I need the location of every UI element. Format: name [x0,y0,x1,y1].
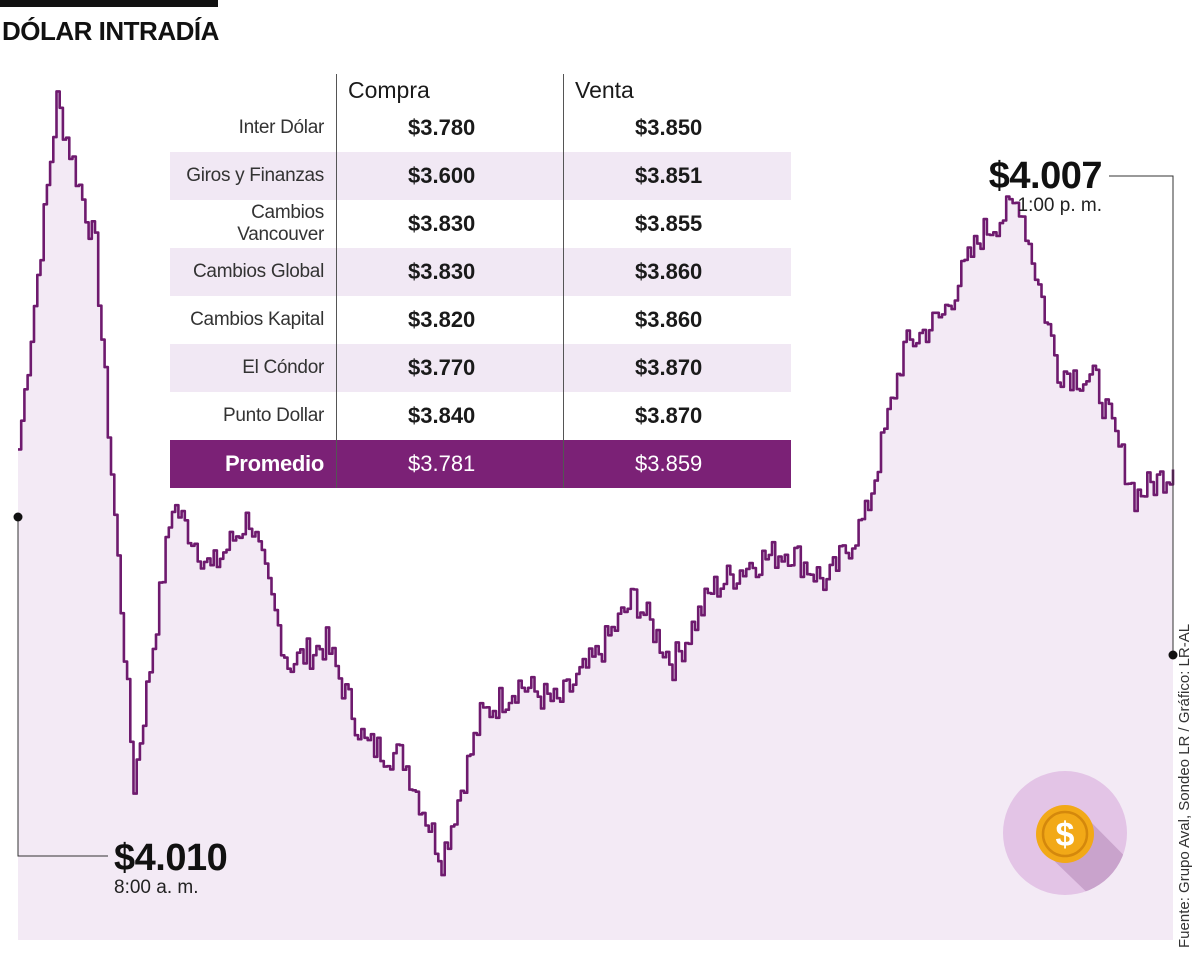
sell-value: $3.860 [635,259,703,284]
average-buy-value: $3.781 [408,451,476,476]
title-rule [0,0,218,7]
end-point-marker [1168,650,1178,660]
start-time: 8:00 a. m. [114,877,199,898]
header-buy: Compra [348,77,430,103]
end-leader-line [1109,175,1174,655]
buy-value: $3.770 [408,355,476,380]
buy-value: $3.780 [408,115,476,140]
sell-value: $3.870 [635,355,703,380]
exchange-name: Cambios Vancouver [237,202,324,245]
table-row: Cambios Kapital $3.820 $3.860 [170,296,791,344]
chart-title: DÓLAR INTRADÍA [2,16,219,46]
sell-value: $3.870 [635,403,703,428]
exchange-rates-table: Compra Venta Inter Dólar $3.780 $3.850 G… [170,74,791,488]
average-row: Promedio $3.781 $3.859 [170,440,791,488]
table-row: El Cóndor $3.770 $3.870 [170,344,791,392]
price-area [18,91,1173,940]
start-callout: $4.010 8:00 a. m. [114,837,228,898]
end-value: $4.007 [988,155,1103,197]
table-row: Cambios Vancouver $3.830 $3.855 [170,200,791,248]
exchange-name: Inter Dólar [238,117,325,138]
sell-value: $3.851 [635,163,703,188]
table-row: Giros y Finanzas $3.600 $3.851 [170,152,791,200]
sell-value: $3.855 [635,211,703,236]
exchange-name: Punto Dollar [223,405,324,426]
exchange-name: Cambios Global [193,261,324,282]
table-row: Cambios Global $3.830 $3.860 [170,248,791,296]
start-leader-line [17,517,108,857]
table-header: Compra Venta [170,74,791,104]
price-line [18,90,1175,877]
column-divider [563,74,564,488]
buy-value: $3.830 [408,259,476,284]
header-sell: Venta [575,77,634,103]
start-value: $4.010 [114,837,228,879]
average-sell-value: $3.859 [635,451,703,476]
start-point-marker [13,512,23,522]
exchange-name: El Cóndor [242,357,324,378]
table-row: Inter Dólar $3.780 $3.850 [170,104,791,152]
source-credit: Fuente: Grupo Aval, Sondeo LR / Gráfico:… [1176,623,1193,948]
exchange-name: Giros y Finanzas [186,165,324,186]
buy-value: $3.820 [408,307,476,332]
buy-value: $3.600 [408,163,476,188]
sell-value: $3.850 [635,115,703,140]
buy-value: $3.830 [408,211,476,236]
sell-value: $3.860 [635,307,703,332]
svg-text:$: $ [1056,816,1075,854]
buy-value: $3.840 [408,403,476,428]
average-label: Promedio [224,451,324,476]
end-callout: $4.007 1:00 p. m. [988,155,1103,216]
end-time: 1:00 p. m. [1017,195,1103,216]
column-divider [336,74,337,488]
coin-icon: $ [1003,771,1127,895]
exchange-name: Cambios Kapital [190,309,324,330]
table-row: Punto Dollar $3.840 $3.870 [170,392,791,440]
